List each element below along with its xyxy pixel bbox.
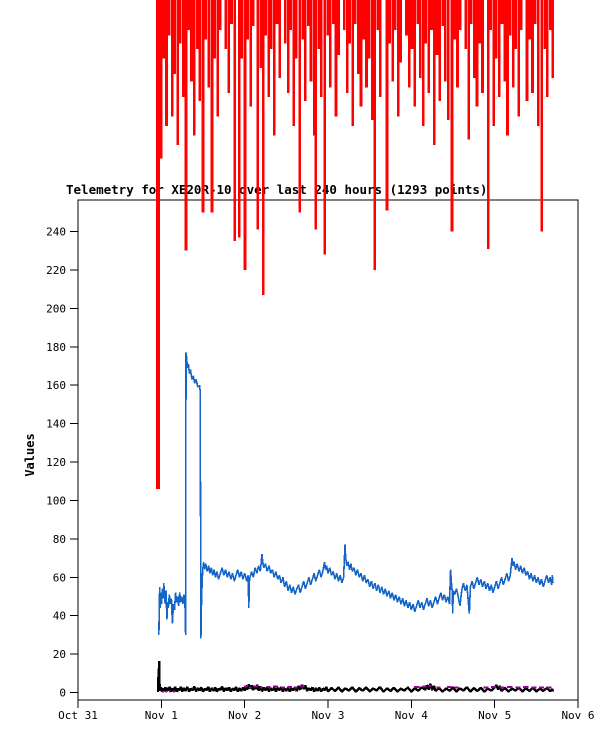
y-tick-label: 60	[53, 571, 66, 584]
black-series-line	[156, 660, 555, 693]
y-tick-label: 240	[46, 226, 66, 239]
x-tick-label: Nov 5	[478, 709, 511, 722]
x-tick-label: Nov 2	[228, 709, 261, 722]
plot-border	[77, 199, 579, 701]
y-tick-label: 20	[53, 648, 66, 661]
blue-series	[158, 352, 554, 639]
blue-series-line	[158, 352, 554, 639]
y-tick-label: 140	[46, 418, 66, 431]
chart-title: Telemetry for XE20R-10 over last 240 hou…	[66, 182, 487, 197]
x-tick-label: Nov 6	[561, 709, 594, 722]
y-tick-label: 160	[46, 379, 66, 392]
y-tick-label: 0	[59, 687, 66, 700]
y-tick-label: 80	[53, 533, 66, 546]
x-tick-label: Nov 1	[145, 709, 178, 722]
black-series	[156, 660, 555, 693]
x-tick-label: Oct 31	[58, 709, 98, 722]
x-axis-ticks: Oct 31 Nov 1 Nov 2 Nov 3 Nov 4 Nov 5 Nov 6	[58, 700, 595, 722]
magenta-series	[162, 685, 552, 693]
y-tick-label: 120	[46, 456, 66, 469]
y-tick-label: 180	[46, 341, 66, 354]
y-tick-label: 200	[46, 302, 66, 315]
y-tick-label: 220	[46, 264, 66, 277]
y-tick-label: 40	[53, 610, 66, 623]
y-axis-ticks: 0 20 40 60 80 100 120 140 160 180 200 220 240	[46, 226, 78, 700]
x-tick-label: Nov 3	[311, 709, 344, 722]
red-offscale-series	[155, 0, 554, 489]
series-layer	[155, 0, 555, 693]
y-axis-label: Values	[23, 433, 37, 476]
x-tick-label: Nov 4	[395, 709, 428, 722]
y-tick-label: 100	[46, 494, 66, 507]
